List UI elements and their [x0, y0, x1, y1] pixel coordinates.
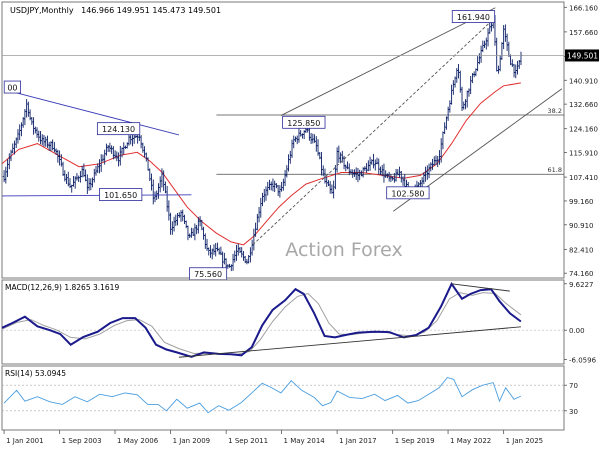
price-annotation-label: 125.850 — [287, 119, 320, 128]
macd-main-line — [1, 281, 522, 358]
trendline — [280, 7, 496, 116]
macd-panel: MACD(12,26,9) 1.8265 3.1619 — [1, 279, 565, 365]
current-price-label: 149.501 — [567, 51, 598, 60]
time-axis-label: 1 Jan 2025 — [506, 437, 544, 445]
price-axis-label: 157.660 — [569, 29, 598, 37]
time-axis-label: 1 Jan 2017 — [339, 437, 377, 445]
macd-trendline — [178, 326, 521, 358]
current-price-box — [565, 49, 599, 62]
price-annotation-box — [282, 115, 326, 129]
current-price-marker: 149.501 — [565, 49, 599, 62]
time-axis-label: 1 Sep 2019 — [395, 437, 435, 445]
time-axis-label: 1 May 2014 — [284, 437, 326, 445]
price-panel-frame — [1, 1, 565, 279]
price-annotation-label: 75.560 — [194, 270, 222, 279]
price-annotation: 102.580 — [386, 186, 430, 200]
fib-level-label: 38.2 — [548, 107, 562, 115]
rsi-line — [3, 376, 522, 414]
price-annotation-box — [451, 10, 496, 23]
chart-header: USDJPY,Monthly 146.966 149.951 145.473 1… — [10, 6, 221, 15]
price-axis-label: 74.160 — [569, 270, 594, 278]
time-axis-label: 1 May 2022 — [450, 437, 491, 445]
price-annotation-label: 101.650 — [104, 191, 137, 200]
macd-signal-line — [1, 292, 522, 355]
macd-axis-label: 9.6227 — [569, 281, 594, 289]
rsi-title: RSI(14) 53.0945 — [5, 369, 66, 378]
trendline — [6, 89, 180, 136]
price-annotation-box — [386, 186, 430, 200]
time-axis-label: 1 Sep 2011 — [228, 437, 268, 445]
price-axis: 166.160157.660149.160140.910132.660124.1… — [564, 4, 599, 416]
macd-axis-label: 0.00 — [569, 327, 585, 335]
price-annotation-box — [96, 122, 141, 136]
time-axis-label: 1 Jan 2001 — [6, 437, 44, 445]
time-axis-label: 1 Jan 2009 — [173, 437, 211, 445]
price-axis-label: 140.910 — [569, 77, 598, 85]
macd-panel-frame — [1, 279, 565, 365]
price-axis-label: 82.410 — [569, 246, 594, 254]
symbol-timeframe: USDJPY,Monthly — [10, 6, 74, 15]
price-annotation-box — [3, 80, 22, 94]
price-annotation-label: 00 — [7, 84, 17, 93]
fib-level-label: 61.8 — [548, 166, 562, 174]
watermark: Action Forex — [285, 239, 402, 261]
trendline — [1, 194, 192, 197]
price-axis-label: 124.160 — [569, 126, 598, 134]
price-annotation-label: 161.940 — [457, 13, 490, 22]
price-annotation: 00 — [3, 80, 22, 94]
time-axis-label: 1 Sep 2003 — [62, 437, 102, 445]
price-axis-label: 166.160 — [569, 4, 598, 12]
time-axis-label: 1 May 2006 — [117, 437, 159, 445]
ohlc-values: 146.966 149.951 145.473 149.501 — [81, 6, 221, 15]
price-axis-label: 99.160 — [569, 198, 594, 206]
price-annotation: 125.850 — [282, 115, 326, 129]
price-annotation-box — [99, 188, 143, 201]
price-annotation: 75.560 — [189, 267, 228, 281]
price-annotation: 124.130 — [96, 122, 141, 136]
price-panel: 38.2 61.8 Action Forex USDJPY,Monthly 146… — [1, 1, 565, 281]
macd-axis-label: -6.0596 — [569, 356, 597, 364]
moving-average-line — [1, 82, 521, 246]
macd-trendline — [451, 283, 510, 292]
macd-title: MACD(12,26,9) 1.8265 3.1619 — [5, 283, 119, 292]
rsi-axis-label: 30 — [569, 408, 578, 416]
price-annotation: 161.940 — [451, 10, 496, 23]
rsi-panel: RSI(14) 53.0945 — [1, 365, 565, 431]
price-axis-label: 115.910 — [569, 150, 598, 158]
rsi-axis-label: 70 — [569, 382, 578, 390]
price-annotation-label: 124.130 — [102, 125, 135, 134]
price-annotation: 101.650 — [99, 188, 143, 201]
time-axis: 1 Jan 2001 1 Sep 2003 1 May 2006 1 Jan 2009… — [3, 430, 544, 445]
rsi-panel-frame — [1, 365, 565, 431]
price-axis-label: 107.410 — [569, 174, 598, 182]
price-axis-label: 90.910 — [569, 222, 594, 230]
price-axis-label: 132.660 — [569, 101, 598, 109]
price-annotation-label: 102.580 — [391, 189, 424, 198]
